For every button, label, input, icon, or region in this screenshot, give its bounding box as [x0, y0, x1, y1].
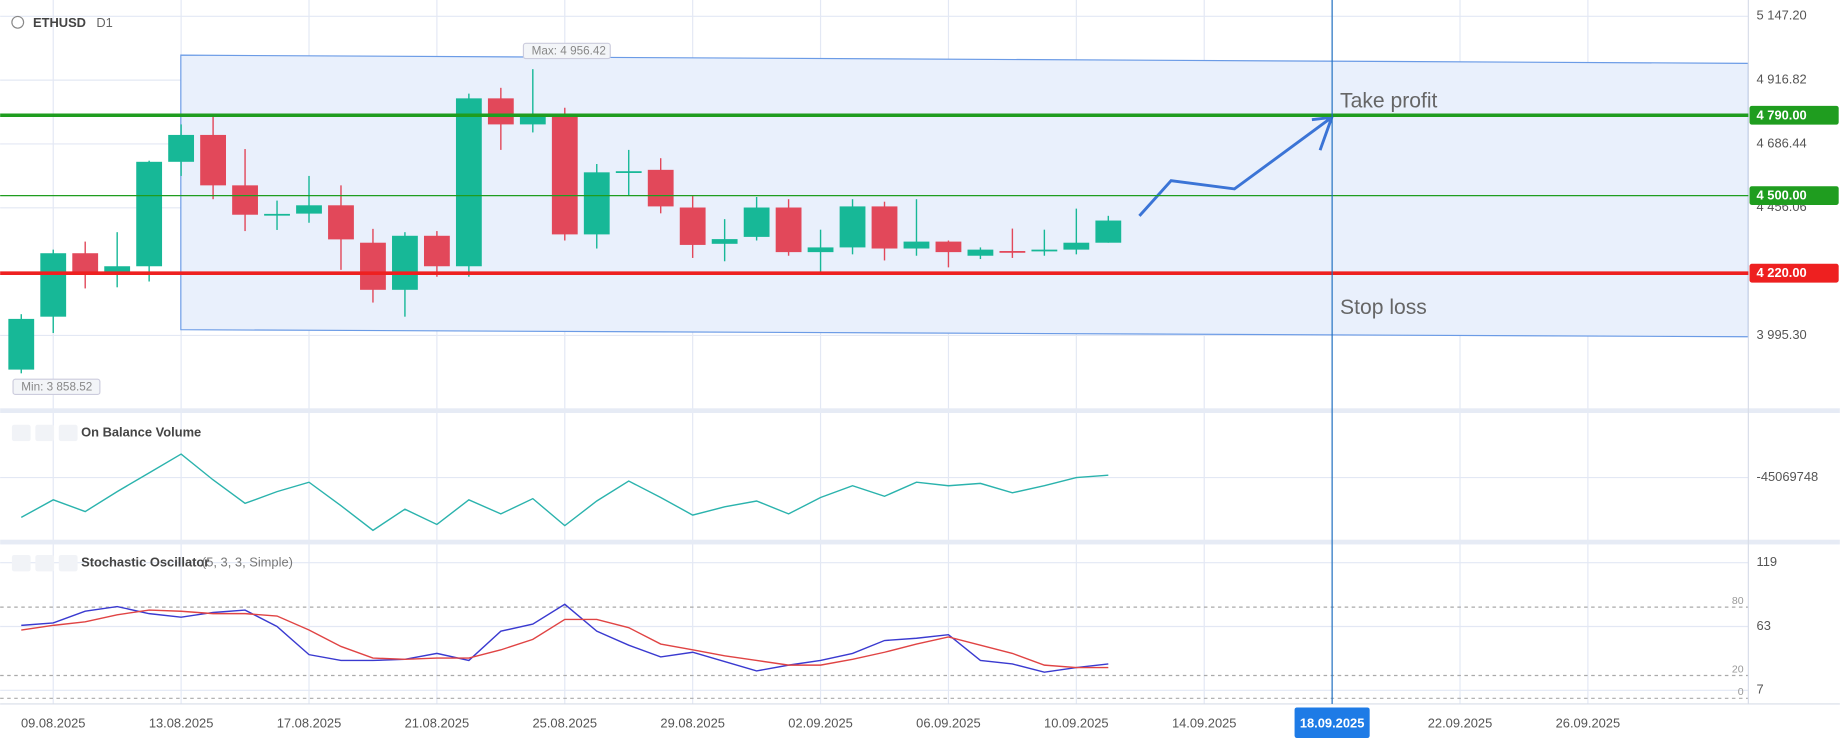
candle-body	[296, 205, 322, 214]
settings-button[interactable]	[35, 424, 55, 442]
eye-button[interactable]	[11, 554, 31, 572]
x-tick-label: 13.08.2025	[149, 715, 214, 730]
candle-body	[871, 206, 898, 249]
candle-body	[72, 253, 99, 274]
y-tick-label: 119	[1757, 554, 1778, 569]
crosshair-badge	[1294, 707, 1370, 738]
candle-body	[839, 206, 866, 248]
timeframe: D1	[96, 15, 112, 30]
price-level-label: 4 220.00	[1757, 265, 1807, 280]
candle-body	[8, 318, 35, 370]
x-tick-label: 22.09.2025	[1428, 715, 1493, 730]
candle-body	[743, 207, 770, 237]
candle-body	[1063, 242, 1090, 250]
x-tick-label: 29.08.2025	[660, 715, 725, 730]
x-tick-label: 06.09.2025	[916, 715, 981, 730]
stochastic-level-label: 0	[1738, 686, 1744, 698]
x-tick-label: 14.09.2025	[1172, 715, 1237, 730]
panel-subtitle: (5, 3, 3, Simple)	[202, 555, 293, 570]
annotation: Take profit	[1340, 90, 1438, 113]
y-tick-label: 5 147.20	[1757, 8, 1807, 23]
symbol: ETHUSD	[33, 15, 86, 30]
obv-line	[20, 453, 1109, 532]
close-button[interactable]	[58, 554, 78, 572]
candle-body	[935, 241, 962, 253]
candle-body	[104, 266, 131, 273]
price-level-label: 4 500.00	[1757, 188, 1807, 203]
x-tick-label: 10.09.2025	[1044, 715, 1109, 730]
x-tick-label: 02.09.2025	[788, 715, 853, 730]
candle-body	[615, 171, 642, 173]
min-label-box	[12, 378, 101, 396]
close-button[interactable]	[58, 424, 78, 442]
stochastic-level-label: 20	[1732, 663, 1744, 675]
eye-button[interactable]	[11, 424, 31, 442]
x-tick-label: 21.08.2025	[405, 715, 470, 730]
candle-body	[40, 253, 67, 317]
min-label: Min: 3 858.52	[21, 381, 92, 394]
y-tick-label: 4 916.82	[1757, 72, 1807, 87]
candle-body	[999, 251, 1026, 253]
candle-body	[136, 161, 163, 267]
candle-body	[168, 134, 195, 162]
marks	[8, 69, 1122, 673]
candle-body	[455, 98, 482, 267]
candle-body	[583, 172, 610, 235]
x-tick-label: 26.09.2025	[1556, 715, 1621, 730]
y-tick-label: 3 995.30	[1757, 327, 1807, 342]
candle-body	[551, 114, 578, 235]
candle-body	[200, 134, 226, 186]
y-tick-label: -45069748	[1757, 469, 1819, 484]
candle-body	[264, 213, 290, 216]
panel-title: Stochastic Oscillator	[81, 555, 209, 570]
x-tick-label: 09.08.2025	[21, 715, 86, 730]
candle-body	[1031, 249, 1058, 252]
price-level-label: 4 790.00	[1757, 107, 1807, 122]
crosshair-label: 18.09.2025	[1300, 715, 1365, 730]
max-label: Max: 4 956.42	[532, 45, 606, 58]
candle-body	[711, 239, 738, 244]
info-icon[interactable]	[11, 15, 25, 29]
price-level-badge	[1749, 105, 1839, 125]
panel-title: On Balance Volume	[81, 424, 201, 439]
candle-body	[775, 207, 802, 253]
max-label-box	[522, 42, 611, 60]
candle-body	[232, 185, 258, 215]
price-level-badge	[1749, 263, 1839, 283]
candle-body	[487, 98, 514, 125]
candle-body	[328, 205, 354, 240]
separator	[0, 539, 1840, 545]
candle-body	[360, 242, 386, 290]
candle-body	[392, 235, 418, 290]
x-tick-label: 17.08.2025	[277, 715, 342, 730]
candle-body	[423, 235, 450, 267]
stochastic-level-label: 80	[1732, 595, 1744, 607]
price-level-badge	[1749, 186, 1839, 205]
settings-button[interactable]	[35, 554, 55, 572]
candle-body	[647, 169, 674, 207]
candle-body	[903, 241, 930, 249]
panel-tools	[11, 424, 78, 572]
candle-body	[1095, 220, 1122, 243]
x-tick-label: 25.08.2025	[533, 715, 598, 730]
candle-body	[807, 247, 834, 253]
y-tick-label: 4 686.44	[1757, 135, 1807, 150]
stochastic-line	[21, 603, 1109, 673]
candle-body	[679, 207, 706, 245]
y-tick-label: 63	[1757, 618, 1771, 633]
separator	[0, 408, 1840, 413]
annotation: Stop loss	[1340, 296, 1427, 319]
stochastic-line	[21, 609, 1109, 669]
candle-body	[519, 114, 546, 125]
candle-body	[967, 249, 994, 256]
y-tick-label: 7	[1757, 682, 1764, 697]
